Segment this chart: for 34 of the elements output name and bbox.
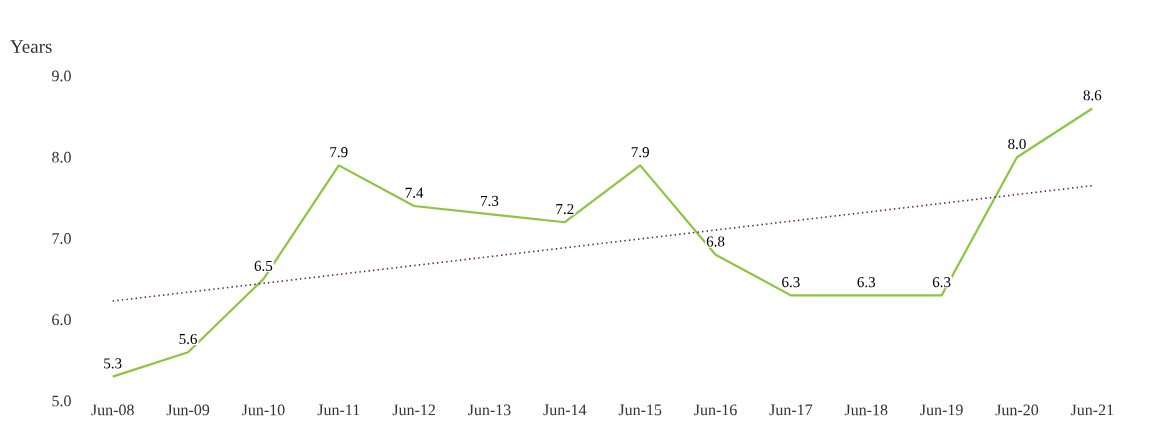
- data-label: 7.4: [405, 187, 424, 198]
- x-tick-label: Jun-12: [392, 404, 436, 416]
- x-tick-label: Jun-18: [844, 404, 888, 416]
- x-tick-label: Jun-11: [317, 404, 360, 416]
- x-tick-label: Jun-19: [920, 404, 963, 416]
- data-label: 7.9: [330, 147, 348, 158]
- data-label: 7.2: [556, 204, 574, 215]
- y-tick-label: 9.0: [52, 70, 71, 82]
- y-tick-label: 5.0: [52, 395, 71, 407]
- data-label: 6.8: [706, 236, 725, 247]
- y-axis-title: Years: [10, 40, 52, 53]
- x-tick-label: Jun-17: [769, 404, 813, 416]
- data-label: 8.6: [1083, 90, 1102, 101]
- y-tick-label: 6.0: [52, 314, 71, 326]
- data-label: 6.5: [254, 260, 273, 272]
- x-tick-label: Jun-09: [166, 404, 210, 416]
- data-label: 6.3: [857, 277, 876, 288]
- data-label: 6.3: [932, 277, 951, 288]
- data-label: 7.3: [481, 195, 499, 207]
- x-tick-label: Jun-08: [91, 404, 134, 416]
- data-label: 8.0: [1008, 138, 1026, 150]
- data-label: 7.9: [631, 147, 649, 158]
- x-tick-label: Jun-21: [1070, 404, 1114, 416]
- y-tick-label: 8.0: [52, 151, 71, 163]
- x-tick-label: Jun-20: [995, 404, 1039, 416]
- x-tick-label: Jun-13: [468, 404, 511, 416]
- data-label: 6.3: [782, 277, 800, 288]
- x-tick-label: Jun-15: [618, 404, 662, 416]
- x-tick-label: Jun-14: [543, 404, 587, 416]
- data-label: 5.3: [104, 358, 122, 369]
- y-tick-label: 7.0: [52, 233, 71, 244]
- x-tick-label: Jun-10: [241, 404, 285, 416]
- data-label: 5.6: [179, 334, 197, 345]
- x-tick-label: Jun-16: [694, 404, 737, 416]
